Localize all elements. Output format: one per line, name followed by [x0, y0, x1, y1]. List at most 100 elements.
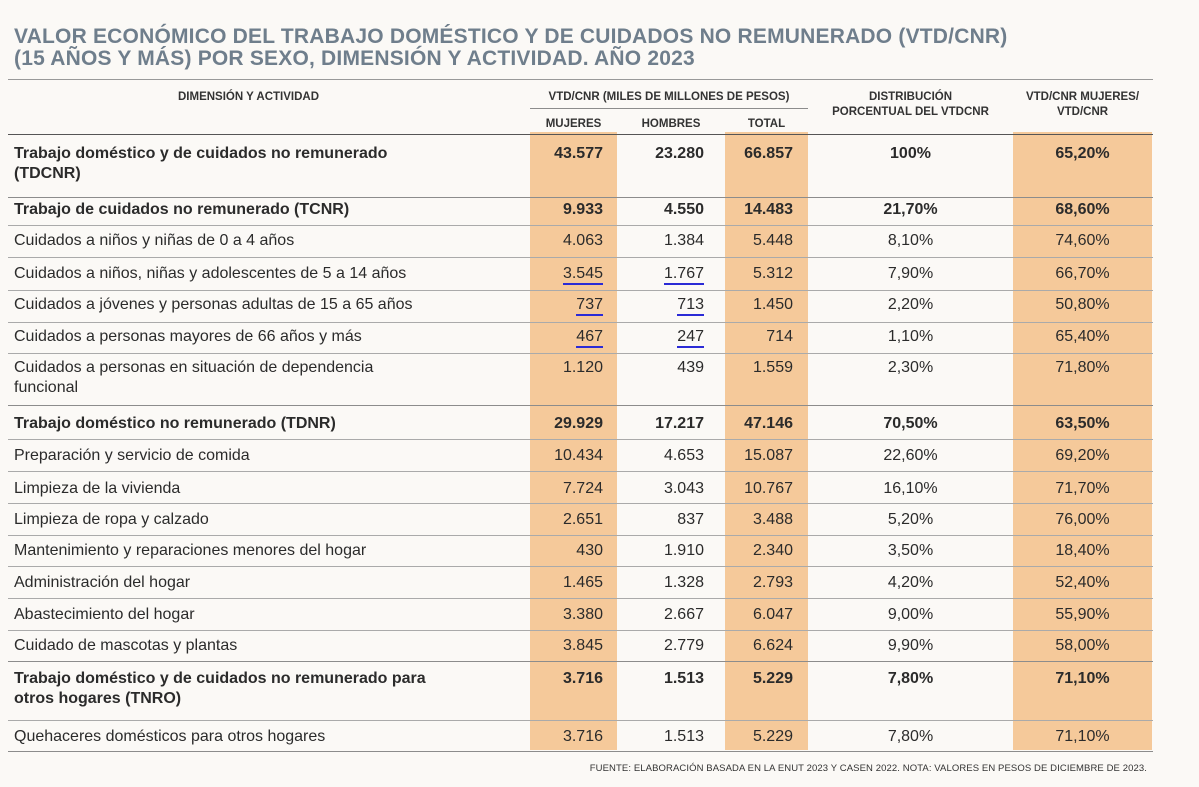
- cell-hombres: 23.280: [622, 144, 704, 164]
- row-divider: [8, 471, 1153, 472]
- row-divider: [8, 405, 1153, 406]
- title-line-1: VALOR ECONÓMICO DEL TRABAJO DOMÉSTICO Y …: [14, 25, 1008, 48]
- row-label-line-1: Cuidados a niños y niñas de 0 a 4 años: [14, 232, 295, 249]
- cell-ratio-value: 58,00%: [1055, 637, 1110, 654]
- cell-mujeres: 3.845: [530, 636, 603, 656]
- header-mujeres: MUJERES: [545, 118, 602, 130]
- row-label-line-1: Trabajo doméstico y de cuidados no remun…: [14, 670, 426, 687]
- cell-mujeres: 7.724: [530, 479, 603, 499]
- row-divider: [8, 630, 1153, 631]
- row-label: Trabajo doméstico no remunerado (TDNR): [14, 414, 336, 434]
- cell-distribucion: 8,10%: [813, 231, 1008, 251]
- cell-total: 1.559: [725, 358, 793, 378]
- row-label: Trabajo de cuidados no remunerado (TCNR): [14, 200, 349, 220]
- cell-mujeres-value: 1.120: [562, 359, 603, 376]
- header-dimension: DIMENSIÓN Y ACTIVIDAD: [178, 91, 319, 103]
- cell-distribucion-value: 21,70%: [883, 201, 938, 218]
- cell-mujeres: 10.434: [530, 446, 603, 466]
- cell-ratio-value: 65,40%: [1055, 328, 1110, 345]
- row-label-line-1: Preparación y servicio de comida: [14, 447, 250, 464]
- cell-ratio-value: 69,20%: [1055, 447, 1110, 464]
- row-label-line-1: Mantenimiento y reparaciones menores del…: [14, 542, 367, 559]
- cell-distribucion: 5,20%: [813, 510, 1008, 530]
- cell-distribucion: 2,30%: [813, 358, 1008, 378]
- cell-distribucion-value: 7,90%: [887, 265, 934, 282]
- cell-distribucion-value: 100%: [890, 145, 931, 162]
- cell-hombres-value: 17.217: [655, 415, 704, 432]
- cell-mujeres: 3.716: [530, 727, 603, 747]
- cell-distribucion-value: 70,50%: [883, 415, 938, 432]
- cell-mujeres: 43.577: [530, 144, 603, 164]
- cell-total-value: 10.767: [744, 480, 793, 497]
- cell-hombres: 1.513: [622, 727, 704, 747]
- cell-total: 66.857: [725, 144, 793, 164]
- cell-total-value: 6.624: [752, 637, 793, 654]
- row-divider: [8, 197, 1153, 198]
- header-ratio-line-1: VTD/CNR MUJERES/: [1025, 91, 1140, 103]
- cell-ratio-value: 66,70%: [1055, 265, 1110, 282]
- cell-distribucion-value: 16,10%: [883, 480, 938, 497]
- cell-ratio-value: 76,00%: [1055, 511, 1110, 528]
- cell-total-value: 5.312: [752, 265, 793, 282]
- row-label: Abastecimiento del hogar: [14, 605, 195, 625]
- cell-total-value: 3.488: [752, 511, 793, 528]
- cell-hombres-value: 1.910: [663, 542, 704, 559]
- cell-hombres: 1.513: [622, 669, 704, 689]
- cell-hombres: 1.910: [622, 541, 704, 561]
- cell-hombres: 713: [622, 295, 704, 316]
- cell-mujeres: 9.933: [530, 200, 603, 220]
- cell-distribucion-value: 1,10%: [887, 328, 934, 345]
- cell-ratio: 65,40%: [1013, 327, 1152, 347]
- cell-mujeres: 2.651: [530, 510, 603, 530]
- cell-ratio: 66,70%: [1013, 264, 1152, 284]
- cell-total-value: 47.146: [744, 415, 793, 432]
- cell-total: 5.312: [725, 264, 793, 284]
- header-distribucion: DISTRIBUCIÓN PORCENTUAL DEL VTDCNR: [813, 90, 1008, 120]
- header-ratio: VTD/CNR MUJERES/ VTD/CNR: [1013, 90, 1152, 120]
- cell-hombres-value: 1.384: [663, 232, 704, 249]
- cell-total-value: 5.448: [752, 232, 793, 249]
- row-label: Cuidados a niños, niñas y adolescentes d…: [14, 264, 406, 284]
- cell-hombres: 1.328: [622, 573, 704, 593]
- row-divider: [8, 225, 1153, 226]
- cell-total-value: 6.047: [752, 606, 793, 623]
- cell-hombres-value: 439: [677, 359, 704, 376]
- cell-ratio-value: 65,20%: [1055, 145, 1110, 162]
- cell-ratio: 71,10%: [1013, 669, 1152, 689]
- cell-distribucion: 2,20%: [813, 295, 1008, 315]
- row-label: Administración del hogar: [14, 573, 190, 593]
- cell-total: 2.340: [725, 541, 793, 561]
- cell-hombres: 2.667: [622, 605, 704, 625]
- cell-hombres: 4.550: [622, 200, 704, 220]
- cell-hombres: 3.043: [622, 479, 704, 499]
- cell-hombres: 1.384: [622, 231, 704, 251]
- header-bottom-rule: [8, 134, 1153, 135]
- cell-distribucion-value: 2,30%: [887, 359, 934, 376]
- cell-mujeres-value: 3.845: [562, 637, 603, 654]
- cell-total-value: 2.340: [752, 542, 793, 559]
- cell-mujeres: 4.063: [530, 231, 603, 251]
- cell-hombres-value: 1.513: [663, 728, 704, 745]
- cell-mujeres-value: 467: [576, 328, 603, 348]
- row-label: Cuidados a niños y niñas de 0 a 4 años: [14, 231, 294, 251]
- cell-hombres: 837: [622, 510, 704, 530]
- cell-distribucion: 7,80%: [813, 669, 1008, 689]
- cell-ratio-value: 52,40%: [1055, 574, 1110, 591]
- cell-total-value: 1.559: [752, 359, 793, 376]
- cell-mujeres: 1.120: [530, 358, 603, 378]
- cell-total: 15.087: [725, 446, 793, 466]
- cell-total: 47.146: [725, 414, 793, 434]
- row-divider: [8, 503, 1153, 504]
- row-label: Mantenimiento y reparaciones menores del…: [14, 541, 366, 561]
- row-divider: [8, 322, 1153, 323]
- cell-total-value: 66.857: [744, 145, 793, 162]
- cell-total: 6.047: [725, 605, 793, 625]
- row-label: Cuidados a personas mayores de 66 años y…: [14, 327, 362, 347]
- cell-total: 5.229: [725, 669, 793, 689]
- cell-hombres: 1.767: [622, 264, 704, 285]
- cell-total-value: 2.793: [752, 574, 793, 591]
- cell-hombres: 17.217: [622, 414, 704, 434]
- row-label: Quehaceres domésticos para otros hogares: [14, 727, 325, 747]
- cell-total: 714: [725, 327, 793, 347]
- cell-ratio: 18,40%: [1013, 541, 1152, 561]
